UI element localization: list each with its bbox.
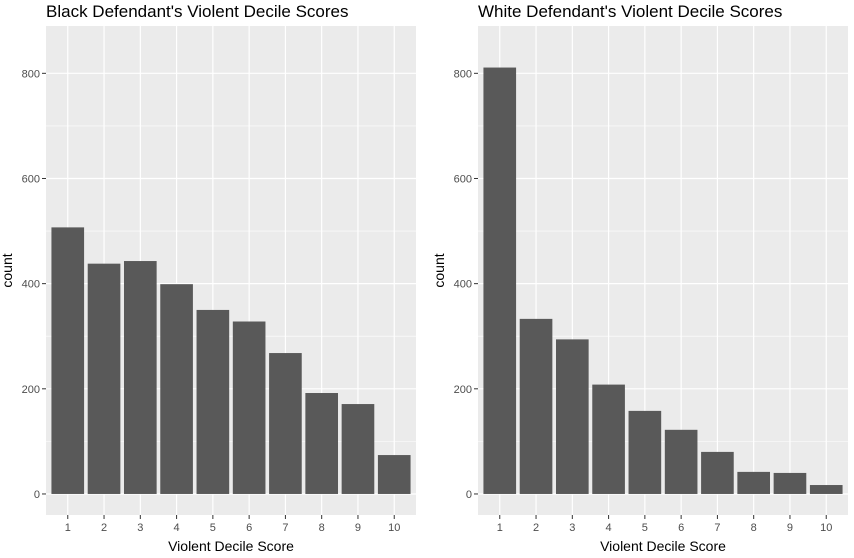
x-tick-label: 7 — [714, 522, 720, 534]
bar-2 — [87, 263, 121, 494]
bar-9 — [773, 472, 807, 494]
y-tick-label: 200 — [454, 384, 472, 396]
bar-2 — [519, 318, 553, 494]
bar-4 — [592, 384, 625, 494]
y-tick-label: 200 — [22, 384, 40, 396]
bar-5 — [196, 309, 230, 494]
chart-title: Black Defendant's Violent Decile Scores — [46, 2, 348, 21]
bar-1 — [483, 67, 517, 494]
x-tick-label: 3 — [569, 522, 575, 534]
x-tick-label: 10 — [820, 522, 832, 534]
x-axis-title: Violent Decile Score — [600, 538, 726, 554]
x-tick-label: 4 — [606, 522, 612, 534]
bar-8 — [305, 393, 339, 494]
x-tick-label: 6 — [246, 522, 252, 534]
y-tick-label: 800 — [22, 68, 40, 80]
bar-9 — [341, 404, 375, 494]
x-tick-label: 8 — [319, 522, 325, 534]
chart-black-defendants: Black Defendant's Violent Decile Scores … — [0, 2, 416, 554]
bars — [51, 227, 411, 494]
bar-3 — [555, 339, 589, 494]
bar-7 — [701, 451, 734, 494]
x-tick-label: 8 — [751, 522, 757, 534]
y-tick-label: 600 — [22, 173, 40, 185]
x-tick-label: 4 — [174, 522, 180, 534]
x-tick-label: 1 — [65, 522, 71, 534]
y-tick-label: 600 — [454, 173, 472, 185]
bar-3 — [123, 261, 157, 494]
bar-7 — [269, 353, 302, 494]
y-axis-title: count — [431, 253, 447, 287]
bar-10 — [809, 485, 843, 494]
x-tick-label: 2 — [533, 522, 539, 534]
bars — [483, 67, 843, 494]
bar-6 — [664, 429, 698, 494]
x-tick-label: 9 — [355, 522, 361, 534]
y-tick-label: 0 — [34, 489, 40, 501]
x-tick-label: 5 — [642, 522, 648, 534]
bar-1 — [51, 227, 85, 494]
bar-10 — [377, 455, 411, 494]
y-tick-label: 400 — [22, 279, 40, 291]
x-tick-label: 2 — [101, 522, 107, 534]
bar-5 — [628, 410, 662, 494]
y-axis-ticks: 0 200 400 600 800 — [454, 68, 478, 501]
x-tick-label: 3 — [137, 522, 143, 534]
bar-6 — [232, 321, 266, 494]
x-axis-title: Violent Decile Score — [168, 538, 294, 554]
y-axis-ticks: 0 200 400 600 800 — [22, 68, 46, 501]
bar-4 — [160, 284, 193, 494]
chart-title: White Defendant's Violent Decile Scores — [478, 2, 782, 21]
x-tick-label: 6 — [678, 522, 684, 534]
x-tick-label: 5 — [210, 522, 216, 534]
y-tick-label: 400 — [454, 279, 472, 291]
bar-8 — [737, 471, 771, 494]
x-tick-label: 7 — [282, 522, 288, 534]
x-tick-label: 10 — [388, 522, 400, 534]
y-tick-label: 0 — [466, 489, 472, 501]
y-axis-title: count — [0, 253, 15, 287]
x-tick-label: 9 — [787, 522, 793, 534]
y-tick-label: 800 — [454, 68, 472, 80]
x-tick-label: 1 — [497, 522, 503, 534]
x-axis-ticks: 1 2 3 4 5 6 7 8 9 10 — [497, 515, 832, 534]
chart-white-defendants: White Defendant's Violent Decile Scores … — [431, 2, 848, 554]
x-axis-ticks: 1 2 3 4 5 6 7 8 9 10 — [65, 515, 400, 534]
